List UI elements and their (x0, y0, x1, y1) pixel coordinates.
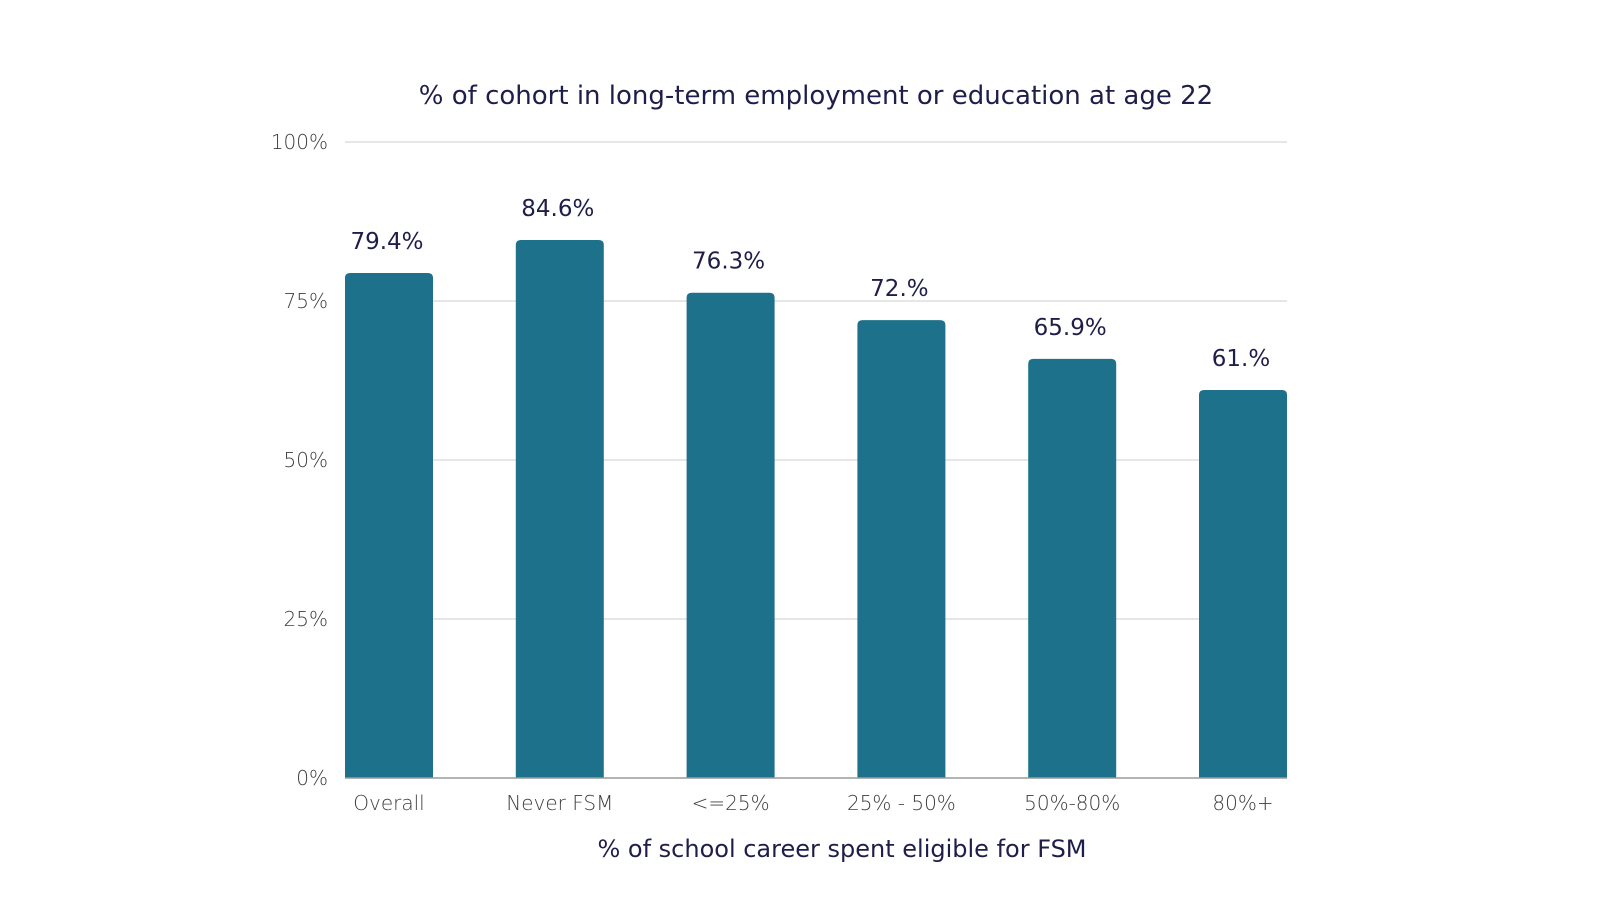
y-tick-label: 25% (284, 607, 328, 631)
x-tick-label: 25% - 50% (847, 791, 956, 815)
bar (515, 239, 604, 779)
bar (345, 273, 433, 778)
data-labels: 79.4% 84.6% 76.3% 72.% 65.9% 61.% (350, 196, 1270, 372)
data-label: 84.6% (521, 196, 594, 222)
data-label: 72.% (870, 276, 928, 302)
x-tick-label: 80%+ (1212, 791, 1273, 815)
bar (1028, 358, 1117, 778)
data-label: 61.% (1212, 346, 1270, 372)
x-tick-label: Never FSM (506, 791, 613, 815)
bar (686, 292, 775, 778)
data-label: 79.4% (350, 229, 423, 255)
x-axis-title: % of school career spent eligible for FS… (597, 835, 1086, 863)
data-label: 76.3% (692, 249, 765, 275)
bar (1199, 390, 1287, 778)
bars (345, 239, 1287, 779)
gridlines (345, 141, 1287, 620)
y-tick-label: 75% (284, 289, 328, 313)
bar (857, 320, 946, 778)
x-tick-label: <=25% (692, 791, 770, 815)
x-axis-ticks: Overall Never FSM <=25% 25% - 50% 50%-80% 80%… (353, 791, 1273, 815)
chart-title: % of cohort in long-term employment or e… (419, 81, 1213, 111)
y-tick-label: 100% (271, 130, 328, 154)
y-axis-ticks: 0% 25% 50% 75% 100% (271, 130, 328, 790)
data-label: 65.9% (1034, 315, 1107, 341)
y-tick-label: 0% (296, 766, 328, 790)
x-tick-label: 50%-80% (1024, 791, 1120, 815)
y-tick-label: 50% (284, 448, 328, 472)
x-tick-label: Overall (353, 791, 424, 815)
